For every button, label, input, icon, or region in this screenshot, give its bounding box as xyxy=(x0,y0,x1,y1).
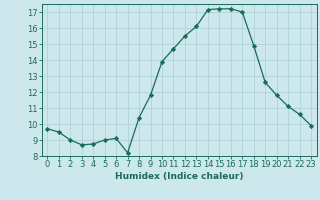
X-axis label: Humidex (Indice chaleur): Humidex (Indice chaleur) xyxy=(115,172,244,181)
